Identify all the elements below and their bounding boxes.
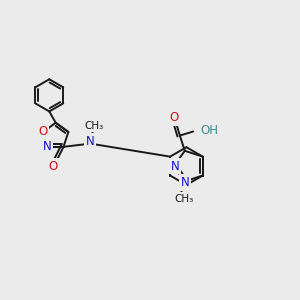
Text: N: N [86,135,95,148]
Text: N: N [181,176,189,189]
Text: CH₃: CH₃ [85,121,104,131]
Text: O: O [38,125,48,139]
Text: O: O [49,160,58,172]
Text: N: N [43,140,51,153]
Text: O: O [169,111,178,124]
Text: N: N [170,160,179,172]
Text: OH: OH [201,124,219,137]
Text: CH₃: CH₃ [174,194,194,204]
